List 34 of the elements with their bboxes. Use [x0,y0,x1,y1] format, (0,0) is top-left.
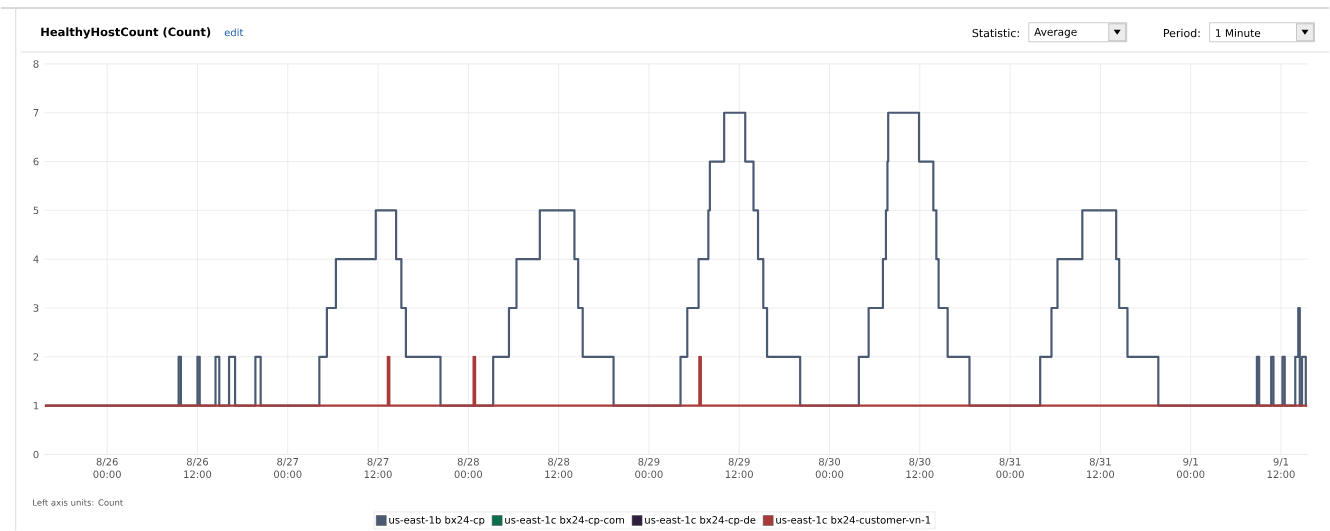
text: Left axis units: Count [33,499,123,506]
x-tick-label: 8/29 00:00 [635,458,663,479]
legend-label: us-east-1c bx24-cp-com [505,515,625,526]
x-tick-label: 9/1 00:00 [1176,458,1205,479]
chart-title: HealthyHostCount (Count) [41,27,211,39]
text: Period: [1164,28,1200,38]
x-tick-label: 9/1 12:00 [1267,458,1295,479]
y-tick-label: 7 [33,109,39,117]
y-tick-label: 2 [33,353,39,361]
text: 1 Minute [1216,28,1261,38]
x-tick-label: 8/26 12:00 [184,458,212,479]
y-tick-label: 0 [33,450,39,459]
legend-label: us-east-1c bx24-cp-de [645,515,756,526]
text: Statistic: [972,28,1019,38]
y-tick-label: 1 [33,402,39,410]
x-tick-label: 8/28 00:00 [454,458,483,479]
y-tick-label: 6 [33,157,39,166]
x-tick-label: 8/29 12:00 [725,458,753,479]
text: Average [1034,28,1077,38]
x-tick-label: 8/27 00:00 [274,458,302,479]
x-tick-label: 8/31 12:00 [1087,458,1115,479]
x-tick-label: 8/30 00:00 [815,458,844,479]
x-tick-label: 8/28 12:00 [545,458,573,479]
y-tick-label: 5 [33,206,39,215]
x-tick-label: 8/31 00:00 [996,458,1024,479]
y-tick-label: 8 [33,60,39,68]
x-tick-label: 8/30 12:00 [906,458,934,479]
y-tick-label: 4 [33,255,39,263]
x-tick-label: 8/27 12:00 [364,458,392,479]
legend-label: us-east-1b bx24-cp [389,515,485,526]
legend-label: us-east-1c bx24-customer-vn-1 [776,515,931,524]
y-tick-label: 3 [33,304,39,312]
text: edit [224,28,244,37]
x-tick-label: 8/26 00:00 [93,458,121,479]
